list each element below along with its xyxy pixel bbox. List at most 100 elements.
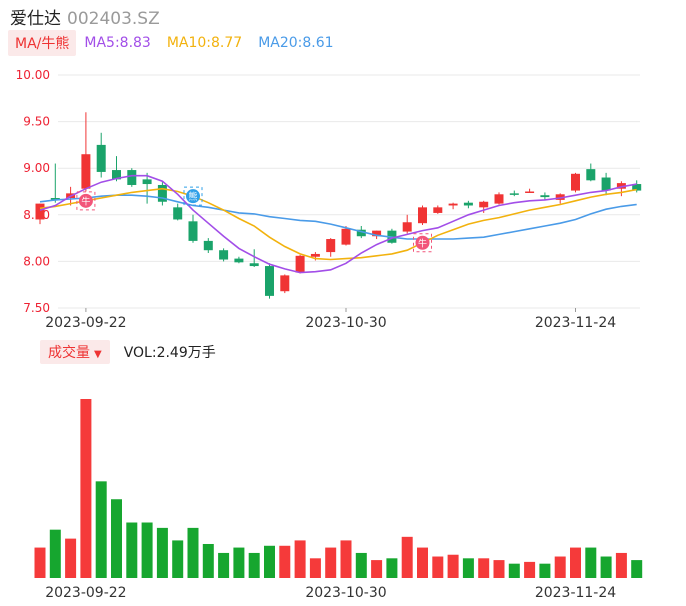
ma5-value: MA5:8.83 — [84, 35, 151, 51]
candle-body — [555, 194, 565, 200]
ma20-value: MA20:8.61 — [258, 35, 334, 51]
volume-bar — [447, 554, 459, 578]
volume-bar — [126, 522, 138, 578]
date-label: 2023-09-22 — [45, 315, 126, 331]
candle-body — [586, 169, 596, 181]
volume-bar — [417, 547, 428, 578]
volume-legend: 成交量 ▼ VOL:2.49万手 — [40, 340, 216, 364]
bull-marker-frame — [76, 191, 96, 211]
price-tick-label: 7.50 — [23, 301, 50, 315]
ma-bull-bear-selector[interactable]: MA/牛熊 — [8, 30, 77, 56]
date-label: 2023-11-24 — [535, 585, 616, 601]
bull-marker-icon — [415, 235, 430, 250]
volume-bar — [554, 556, 566, 578]
candle-body — [81, 154, 91, 189]
volume-bar — [248, 552, 260, 578]
candle-body — [295, 255, 305, 273]
ma10-line — [39, 187, 637, 261]
volume-bar — [111, 499, 122, 578]
candle-body — [418, 207, 427, 224]
volume-bar — [524, 561, 536, 578]
candle-body — [402, 222, 412, 232]
date-axis-volume: 2023-09-22 2023-10-30 2023-11-24 — [45, 585, 616, 601]
ma20-line — [39, 194, 637, 240]
volume-bar — [570, 547, 581, 578]
volume-bar — [65, 538, 77, 578]
candle-body — [265, 266, 274, 296]
candle-body — [632, 184, 642, 191]
date-label: 2023-10-30 — [305, 585, 386, 601]
volume-bar — [325, 547, 337, 578]
volume-bar — [462, 558, 474, 578]
volume-bar — [34, 547, 46, 578]
price-tick-label: 9.50 — [23, 115, 50, 129]
candle-body — [157, 184, 167, 202]
candle-body — [341, 228, 351, 245]
candle-body — [188, 221, 198, 241]
candle-body — [479, 201, 489, 208]
volume-bar — [218, 552, 230, 578]
candle-body — [356, 229, 366, 237]
bear-marker-label: 熊 — [188, 191, 197, 203]
bull-marker-label: 牛 — [418, 237, 427, 249]
bull-marker-frame — [413, 233, 432, 253]
candle-body — [433, 207, 443, 213]
volume-bar — [371, 560, 383, 578]
volume-bar — [355, 552, 367, 578]
volume-bar — [233, 547, 245, 578]
volume-bar — [340, 540, 352, 578]
volume-indicator-label: 成交量 — [48, 345, 90, 361]
candle-body — [219, 250, 229, 260]
bull-marker-icon — [78, 193, 93, 208]
candle-body — [203, 240, 213, 251]
volume-bar — [141, 522, 153, 578]
volume-bar — [202, 543, 214, 578]
volume-indicator-selector[interactable]: 成交量 ▼ — [40, 340, 110, 364]
bear-marker-icon — [186, 189, 200, 204]
volume-bar — [432, 556, 444, 578]
volume-bar — [156, 527, 168, 578]
volume-bar — [80, 399, 92, 578]
candle-body — [249, 263, 259, 267]
candle-body — [112, 170, 121, 180]
price-axis: 10.009.509.008.508.007.50 — [16, 68, 50, 315]
bull-marker-label: 牛 — [81, 195, 90, 207]
price-tick-label: 9.00 — [23, 161, 50, 175]
candle-body — [509, 193, 519, 195]
volume-bar — [508, 563, 520, 578]
volume-bar — [172, 540, 184, 578]
date-axis-price: 2023-09-22 2023-10-30 2023-11-24 — [45, 308, 616, 331]
candle-body — [234, 258, 244, 263]
volume-bar — [539, 563, 551, 578]
candle-body — [463, 202, 473, 206]
caret-down-icon: ▼ — [94, 349, 102, 360]
candle-body — [142, 179, 152, 185]
price-tick-label: 10.00 — [16, 68, 50, 82]
candle-body — [50, 198, 60, 200]
candle-body — [35, 203, 45, 220]
volume-bar — [49, 529, 61, 578]
volume-bar — [279, 545, 291, 578]
candle-body — [173, 207, 183, 220]
volume-bar — [401, 536, 413, 578]
candle-body — [616, 183, 626, 189]
candle-body — [525, 191, 535, 193]
volume-bar — [478, 558, 490, 578]
candle-body — [127, 170, 137, 185]
volume-bar — [95, 481, 107, 578]
volume-bar — [493, 560, 505, 578]
volume-bar — [585, 547, 597, 578]
volume-bar — [631, 560, 643, 578]
stock-title: 爱仕达 002403.SZ — [10, 4, 160, 29]
candle-body — [571, 173, 580, 191]
candle-body — [448, 203, 458, 206]
ma10-value: MA10:8.77 — [166, 35, 243, 51]
date-label: 2023-11-24 — [535, 315, 616, 331]
stock-name: 爱仕达 — [10, 9, 61, 29]
bear-marker-frame — [183, 186, 203, 206]
candles — [35, 112, 642, 299]
ma5-line — [39, 174, 637, 274]
volume-bar — [309, 558, 321, 578]
ma-lines — [39, 174, 637, 274]
